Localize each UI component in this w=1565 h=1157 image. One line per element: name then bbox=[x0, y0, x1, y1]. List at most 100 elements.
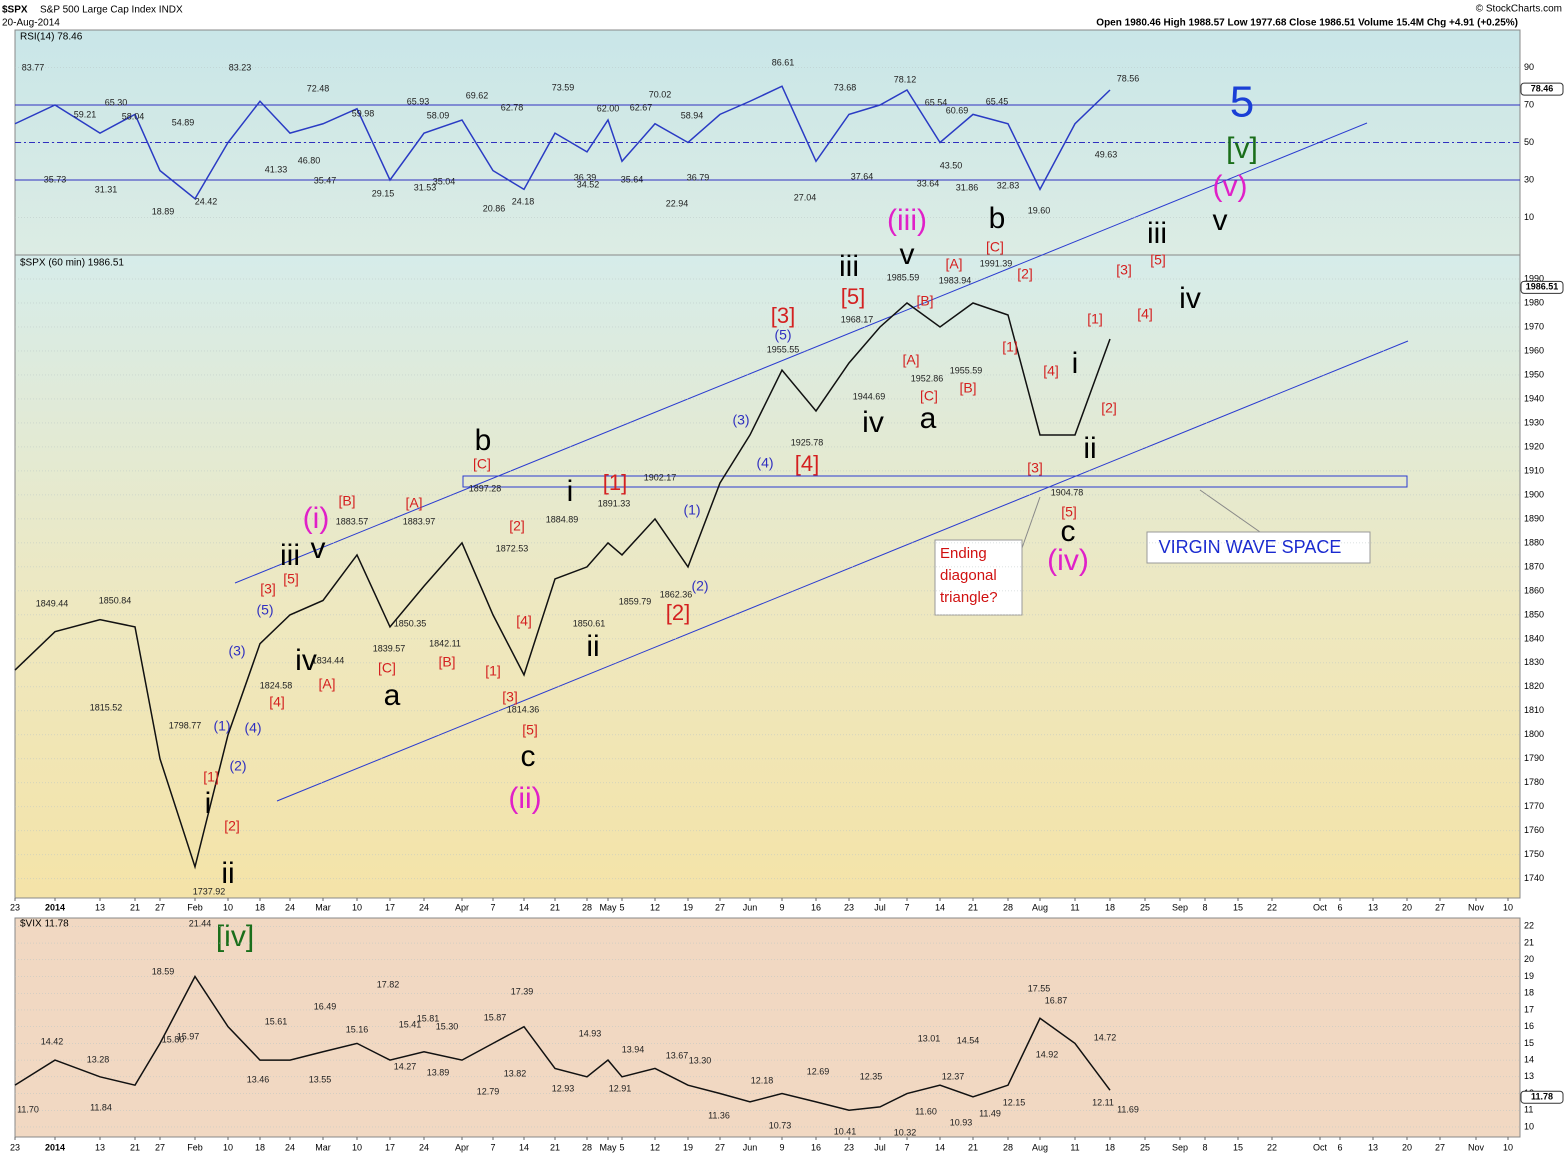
x-tick-label: 21 bbox=[550, 1142, 560, 1152]
y-tick-label: 1770 bbox=[1524, 801, 1544, 811]
point-label: 10.93 bbox=[950, 1117, 973, 1127]
y-tick-label: 1910 bbox=[1524, 465, 1544, 475]
x-tick-label: 15 bbox=[1233, 902, 1243, 912]
x-tick-label: 18 bbox=[255, 1142, 265, 1152]
wave-label: [2] bbox=[509, 518, 525, 534]
x-tick-label: 14 bbox=[519, 902, 529, 912]
wave-label: [5] bbox=[522, 722, 538, 738]
point-label: 13.55 bbox=[309, 1074, 332, 1084]
x-tick-label: 7 bbox=[490, 902, 495, 912]
y-tick-label: 21 bbox=[1524, 937, 1534, 947]
x-tick-label: Aug bbox=[1032, 1142, 1048, 1152]
x-tick-label: 25 bbox=[1140, 1142, 1150, 1152]
y-tick-label: 1970 bbox=[1524, 321, 1544, 331]
y-tick-label: 1810 bbox=[1524, 705, 1544, 715]
wave-label: [3] bbox=[502, 689, 518, 705]
y-tick-label: 1920 bbox=[1524, 441, 1544, 451]
wave-label: iv bbox=[862, 406, 884, 439]
x-tick-label: 24 bbox=[419, 1142, 429, 1152]
date: 20-Aug-2014 bbox=[2, 18, 60, 29]
x-tick-label: 9 bbox=[779, 902, 784, 912]
point-label: 73.59 bbox=[552, 82, 575, 92]
wave-label: (i) bbox=[303, 502, 330, 535]
x-tick-label: 28 bbox=[582, 1142, 592, 1152]
point-label: 12.79 bbox=[477, 1086, 500, 1096]
wave-label: (iii) bbox=[887, 204, 927, 237]
point-label: 13.89 bbox=[427, 1067, 450, 1077]
point-label: 15.61 bbox=[265, 1016, 288, 1026]
point-label: 86.61 bbox=[772, 57, 795, 67]
point-label: 1883.97 bbox=[403, 516, 436, 526]
wave-label: (2) bbox=[691, 578, 708, 594]
y-tick-label: 1750 bbox=[1524, 849, 1544, 859]
point-label: 17.55 bbox=[1028, 983, 1051, 993]
x-tick-label: 10 bbox=[352, 1142, 362, 1152]
legend: $SPX (60 min) 1986.51 bbox=[20, 258, 124, 269]
point-label: 83.23 bbox=[229, 62, 252, 72]
x-tick-label: 16 bbox=[811, 1142, 821, 1152]
point-label: 18.89 bbox=[152, 206, 175, 216]
point-label: 17.39 bbox=[511, 986, 534, 996]
point-label: 1991.39 bbox=[980, 258, 1013, 268]
x-tick-label: 15 bbox=[1233, 1142, 1243, 1152]
point-label: 22.94 bbox=[666, 198, 689, 208]
x-tick-label: 27 bbox=[715, 902, 725, 912]
point-label: 11.49 bbox=[979, 1108, 1001, 1118]
y-tick-label: 1860 bbox=[1524, 585, 1544, 595]
value-tag-label: 11.78 bbox=[1531, 1092, 1553, 1102]
point-label: 35.47 bbox=[314, 175, 337, 185]
x-tick-label: 27 bbox=[155, 1142, 165, 1152]
point-label: 11.36 bbox=[708, 1110, 730, 1120]
x-tick-label: 21 bbox=[130, 902, 140, 912]
series-line bbox=[14, 85, 1111, 200]
point-label: 59.21 bbox=[74, 109, 97, 119]
wave-label: [4] bbox=[516, 613, 532, 629]
wave-label: [A] bbox=[405, 495, 422, 511]
wave-label: [B] bbox=[959, 380, 976, 396]
x-tick-label: Apr bbox=[455, 902, 469, 912]
x-tick-label: 11 bbox=[1070, 902, 1079, 912]
y-tick-label: 1880 bbox=[1524, 537, 1544, 547]
point-label: 1968.17 bbox=[841, 314, 874, 324]
x-tick-label: 10 bbox=[223, 902, 233, 912]
note-box bbox=[934, 539, 1023, 616]
y-tick-label: 17 bbox=[1524, 1004, 1534, 1014]
wave-label: [B] bbox=[438, 654, 455, 670]
point-label: 1884.89 bbox=[546, 514, 579, 524]
point-label: 35.04 bbox=[433, 176, 456, 186]
point-label: 17.82 bbox=[377, 979, 400, 989]
point-label: 15.81 bbox=[417, 1013, 440, 1023]
point-label: 24.42 bbox=[195, 196, 218, 206]
wave-label: ii bbox=[1083, 432, 1096, 465]
x-tick-label: 8 bbox=[1202, 1142, 1207, 1152]
y-tick-label: 11 bbox=[1524, 1105, 1533, 1115]
x-tick-label: 12 bbox=[650, 1142, 660, 1152]
point-label: 14.42 bbox=[41, 1036, 64, 1046]
point-label: 65.93 bbox=[407, 96, 430, 106]
x-tick-label: 6 bbox=[1337, 1142, 1342, 1152]
point-label: 1983.94 bbox=[939, 275, 972, 285]
wave-label: (5) bbox=[256, 602, 273, 618]
point-label: 15.97 bbox=[177, 1031, 200, 1041]
x-tick-label: 13 bbox=[1368, 1142, 1378, 1152]
x-tick-label: 28 bbox=[1003, 902, 1013, 912]
x-tick-label: 16 bbox=[811, 902, 821, 912]
point-label: 1891.33 bbox=[598, 498, 631, 508]
point-label: 1842.11 bbox=[429, 638, 461, 648]
x-tick-label: 27 bbox=[155, 902, 165, 912]
y-tick-label: 1950 bbox=[1524, 369, 1544, 379]
wave-label: [4] bbox=[269, 694, 285, 710]
series-line bbox=[14, 975, 1111, 1112]
point-label: 15.41 bbox=[399, 1019, 422, 1029]
wave-label: [5] bbox=[283, 571, 299, 587]
x-tick-label: 25 bbox=[1140, 902, 1150, 912]
point-label: 20.86 bbox=[483, 203, 506, 213]
point-label: 1897.28 bbox=[469, 483, 502, 493]
point-label: 62.67 bbox=[630, 102, 653, 112]
point-label: 1834.44 bbox=[312, 655, 345, 665]
x-tick-label: 19 bbox=[683, 902, 693, 912]
point-label: 14.54 bbox=[957, 1035, 980, 1045]
wave-label: (2) bbox=[229, 758, 246, 774]
point-label: 54.89 bbox=[172, 117, 195, 127]
